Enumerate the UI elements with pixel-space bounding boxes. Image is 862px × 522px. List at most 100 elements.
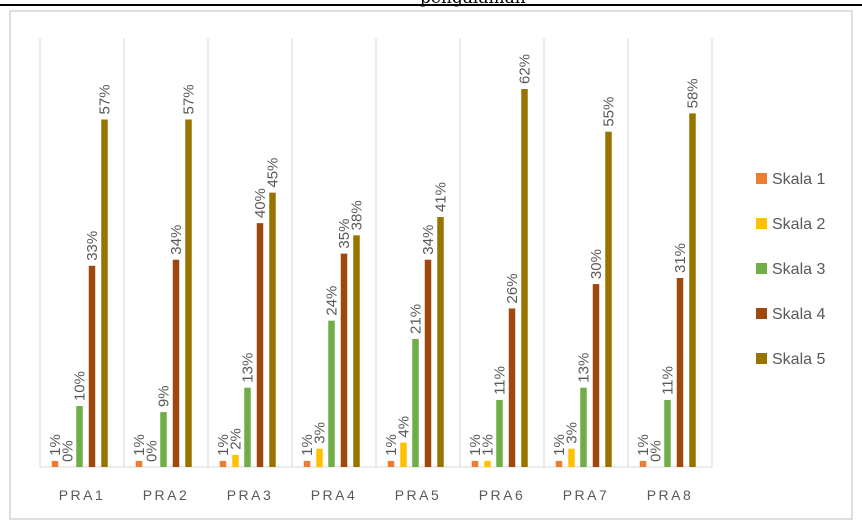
x-tick-label: PRA1 <box>59 487 106 503</box>
data-label: 55% <box>601 97 618 127</box>
data-label: 1% <box>480 434 497 456</box>
legend-swatch <box>756 218 767 229</box>
data-label: 41% <box>433 182 450 212</box>
bar-skala-4-pra5 <box>424 259 432 467</box>
data-label: 34% <box>420 225 437 255</box>
legend-item-skala-1: Skala 1 <box>772 171 825 188</box>
bar-skala-3-pra2 <box>160 412 167 467</box>
legend-item-skala-3: Skala 3 <box>772 261 825 278</box>
data-label: 2% <box>228 428 245 450</box>
bar-skala-3-pra7 <box>580 387 587 467</box>
data-label: 11% <box>492 366 509 395</box>
bar-skala-1-pra2 <box>135 460 143 467</box>
data-label: 1% <box>467 434 484 456</box>
bar-skala-3-pra8 <box>664 399 671 467</box>
bar-skala-4-pra4 <box>340 253 348 467</box>
title-fragment: pengalaman <box>420 0 526 8</box>
data-label: 3% <box>564 422 581 444</box>
bar-skala-4-pra7 <box>592 284 600 467</box>
bar-skala-3-pra5 <box>412 338 419 467</box>
plot-area: 1%0%10%33%57%PRA11%0%9%34%57%PRA21%2%13%… <box>39 38 713 503</box>
bar-skala-5-pra5 <box>437 217 444 467</box>
legend-swatch <box>756 353 767 364</box>
bar-skala-3-pra3 <box>244 387 251 467</box>
data-label: 11% <box>660 366 677 395</box>
data-label: 31% <box>672 243 689 273</box>
bar-skala-5-pra2 <box>185 119 192 467</box>
bar-skala-2-pra4 <box>316 448 323 467</box>
data-label: 9% <box>156 385 173 407</box>
bar-skala-4-pra2 <box>172 259 180 467</box>
bar-skala-4-pra3 <box>256 223 264 467</box>
legend-item-skala-4: Skala 4 <box>772 306 825 323</box>
data-label: 24% <box>324 286 341 316</box>
data-label: 33% <box>84 231 101 261</box>
bar-skala-5-pra4 <box>353 235 360 467</box>
data-label: 0% <box>60 440 77 462</box>
bar-skala-2-pra5 <box>400 442 407 467</box>
bar-skala-1-pra1 <box>51 460 59 467</box>
bar-skala-4-pra1 <box>88 265 96 467</box>
bar-skala-5-pra3 <box>269 192 276 468</box>
data-label: 58% <box>685 78 702 108</box>
data-label: 1% <box>47 434 64 456</box>
legend-swatch <box>756 263 767 274</box>
data-label: 3% <box>312 422 329 444</box>
bar-skala-5-pra1 <box>101 119 108 467</box>
legend-swatch <box>756 173 767 184</box>
x-tick-label: PRA7 <box>563 487 610 503</box>
data-label: 62% <box>517 54 534 84</box>
bar-skala-1-pra6 <box>471 460 479 467</box>
data-label: 35% <box>336 219 353 249</box>
x-tick-label: PRA3 <box>227 487 274 503</box>
bar-skala-5-pra7 <box>605 131 612 467</box>
bar-skala-2-pra3 <box>232 454 239 467</box>
data-label: 13% <box>240 353 257 383</box>
x-tick-label: PRA4 <box>311 487 358 503</box>
data-label: 21% <box>408 304 425 334</box>
bar-skala-5-pra6 <box>521 89 528 467</box>
data-label: 34% <box>168 225 185 255</box>
bar-skala-5-pra8 <box>689 113 696 468</box>
bar-skala-3-pra6 <box>496 399 503 467</box>
data-label: 0% <box>144 440 161 462</box>
data-label: 1% <box>635 434 652 456</box>
data-label: 1% <box>215 434 232 456</box>
data-label: 0% <box>648 440 665 462</box>
data-label: 26% <box>504 273 521 303</box>
data-label: 57% <box>97 84 114 114</box>
data-label: 57% <box>181 84 198 114</box>
data-label: 4% <box>396 416 413 438</box>
x-tick-label: PRA5 <box>395 487 442 503</box>
data-label: 38% <box>349 200 366 230</box>
legend-swatch <box>756 308 767 319</box>
x-tick-label: PRA8 <box>647 487 694 503</box>
data-label: 1% <box>131 434 148 456</box>
bar-skala-2-pra7 <box>568 448 575 467</box>
data-label: 1% <box>299 434 316 456</box>
data-label: 30% <box>588 249 605 279</box>
bar-skala-4-pra6 <box>508 308 516 467</box>
data-label: 13% <box>576 353 593 383</box>
bar-skala-1-pra4 <box>303 460 311 467</box>
legend-item-skala-2: Skala 2 <box>772 216 825 233</box>
bar-skala-3-pra4 <box>328 320 335 467</box>
bar-skala-3-pra1 <box>76 406 83 467</box>
bar-skala-1-pra7 <box>555 460 563 467</box>
legend: Skala 1 Skala 2 Skala 3 Skala 4 Skala 5 <box>756 171 825 368</box>
bar-skala-1-pra3 <box>219 460 227 467</box>
legend-item-skala-5: Skala 5 <box>772 351 825 368</box>
bar-skala-4-pra8 <box>676 278 684 467</box>
x-tick-label: PRA6 <box>479 487 526 503</box>
data-label: 1% <box>551 434 568 456</box>
bar-skala-1-pra8 <box>639 460 647 467</box>
data-label: 1% <box>383 434 400 456</box>
data-label: 40% <box>252 188 269 218</box>
data-label: 45% <box>265 158 282 188</box>
bar-skala-1-pra5 <box>387 460 395 467</box>
bar-skala-2-pra6 <box>484 460 491 467</box>
x-tick-label: PRA2 <box>143 487 190 503</box>
data-label: 10% <box>72 371 89 401</box>
chart-frame <box>9 10 853 520</box>
